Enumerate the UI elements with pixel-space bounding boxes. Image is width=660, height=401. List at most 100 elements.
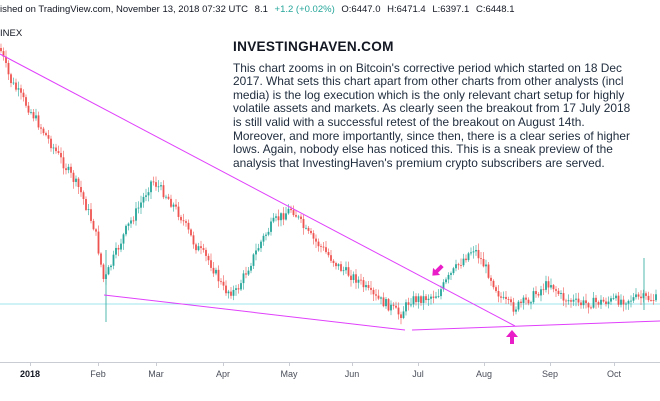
candle-body <box>280 213 282 221</box>
x-tick-label: Aug <box>475 369 493 379</box>
candle-body <box>507 299 510 300</box>
candle-body <box>485 264 487 267</box>
candle-body <box>275 216 277 218</box>
ohlc-high: H:6471.4 <box>387 4 426 15</box>
candle-body <box>537 294 540 296</box>
candle-body <box>322 246 325 248</box>
candle-body <box>77 178 80 188</box>
candle-body <box>432 296 435 298</box>
candle-body <box>202 248 205 250</box>
ohlc-low: L:6397.1 <box>432 4 470 15</box>
candle-body <box>475 249 477 252</box>
candle-body <box>295 215 297 217</box>
candle-body <box>420 296 422 303</box>
candle-body <box>325 247 327 253</box>
candle-body <box>502 296 505 298</box>
candle-body <box>205 249 207 256</box>
candle-body <box>82 192 85 200</box>
annotation-box: INVESTINGHAVEN.COM This chart zooms in o… <box>233 40 633 170</box>
candle-body <box>640 296 642 299</box>
candle-body <box>160 185 162 187</box>
candle-body <box>465 258 467 261</box>
candle-body <box>490 277 492 281</box>
x-tick-mark <box>30 363 31 366</box>
candle-body <box>390 304 392 311</box>
candle-body <box>200 246 202 249</box>
candle-body <box>207 255 210 261</box>
candle-body <box>115 247 117 255</box>
arrow-up-icon <box>506 330 518 344</box>
candle-body <box>492 280 495 288</box>
candle-body <box>145 195 147 197</box>
candle-body <box>437 296 440 297</box>
candle-body <box>622 299 625 305</box>
candle-body <box>357 279 360 283</box>
candle-body <box>592 297 595 308</box>
candle-body <box>652 300 655 301</box>
price-chart[interactable] <box>0 0 660 362</box>
time-axis[interactable]: 2018 Feb Mar Apr May Jun Jul Aug Sep Oct <box>0 362 660 401</box>
candle-body <box>50 138 52 149</box>
candle-body <box>540 289 542 296</box>
candle-body <box>192 235 195 245</box>
annotation-body: This chart zooms in on Bitcoin's correct… <box>233 60 631 170</box>
candle-body <box>452 268 455 274</box>
annotation-title: INVESTINGHAVEN.COM <box>233 39 394 54</box>
chart-header: ished on TradingView.com, November 13, 2… <box>0 0 660 20</box>
candle-body <box>267 231 270 235</box>
candle-body <box>25 97 27 106</box>
candle-body <box>272 217 275 222</box>
candle-body <box>330 255 332 261</box>
candle-body <box>245 273 247 275</box>
ohlc-close: C:6448.1 <box>475 4 515 15</box>
candle-body <box>352 274 355 280</box>
candle-body <box>637 294 640 297</box>
support-line-right <box>411 320 660 331</box>
publish-info: ished on TradingView.com, November 13, 2… <box>0 4 249 15</box>
candle-body <box>530 302 532 304</box>
candle-body <box>147 192 150 196</box>
candle-body <box>435 296 437 298</box>
candle-body <box>222 281 225 286</box>
price-change: +1.2 (+0.02%) <box>274 4 335 15</box>
candle-body <box>415 296 417 303</box>
candle-body <box>430 296 432 299</box>
candle-body <box>590 307 592 309</box>
candle-body <box>55 147 57 152</box>
candle-body <box>517 301 520 310</box>
candle-body <box>2 51 5 57</box>
candle-body <box>102 264 105 279</box>
candle-body <box>387 299 390 311</box>
candle-body <box>292 210 295 216</box>
candle-body <box>32 112 35 119</box>
candle-body <box>285 213 287 220</box>
candle-body <box>645 293 647 296</box>
candle-body <box>92 220 95 230</box>
candle-body <box>440 289 442 297</box>
candle-body <box>535 291 537 295</box>
arrow-down-right-icon <box>432 264 444 276</box>
x-tick-mark <box>484 363 485 366</box>
candle-body <box>302 218 305 229</box>
candle-body <box>212 267 215 274</box>
candle-body <box>547 281 550 288</box>
candle-body <box>550 285 552 288</box>
candle-body <box>150 181 152 193</box>
candle-body <box>627 300 630 304</box>
candle-body <box>190 229 192 236</box>
candle-body <box>342 270 345 272</box>
candle-body <box>52 147 55 149</box>
candle-body <box>37 115 40 128</box>
candle-body <box>5 56 7 63</box>
candle-body <box>610 298 612 302</box>
candle-body <box>655 294 657 301</box>
candle-body <box>167 196 170 199</box>
candle-body <box>252 254 255 266</box>
symbol-label: INEX <box>0 28 23 39</box>
candle-body <box>482 258 485 267</box>
x-tick-label: Jul <box>412 369 424 379</box>
candle-body <box>270 221 272 232</box>
candle-body <box>87 209 90 211</box>
candle-body <box>240 283 242 290</box>
candle-body <box>327 252 330 256</box>
